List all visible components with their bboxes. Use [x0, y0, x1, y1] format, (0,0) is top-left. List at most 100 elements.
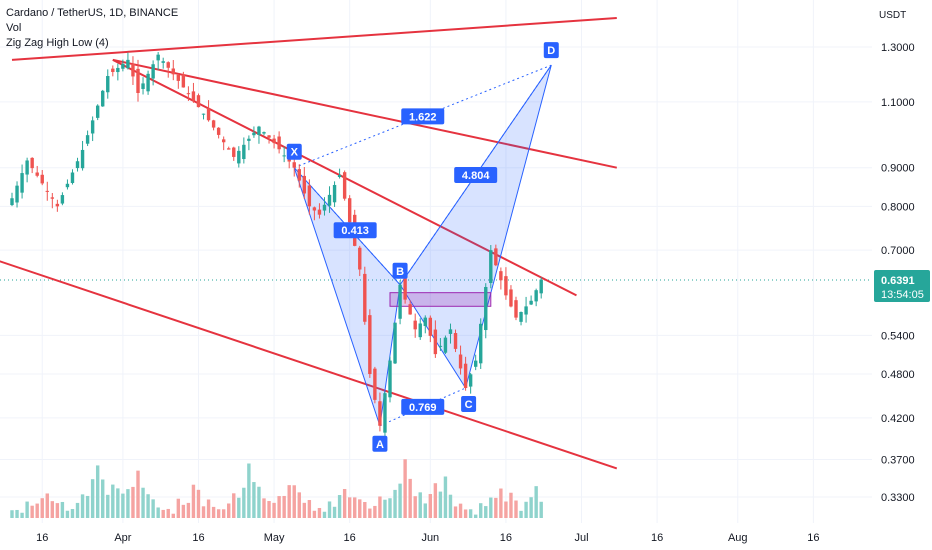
- candle-body: [327, 194, 332, 206]
- volume-bar: [489, 497, 493, 518]
- volume-bar: [95, 465, 100, 518]
- candle-body: [312, 207, 317, 211]
- candle-body: [106, 76, 110, 93]
- volume-bar: [262, 498, 266, 518]
- volume-bar: [247, 463, 251, 518]
- volume-bar: [292, 485, 296, 518]
- candle-body: [267, 135, 271, 138]
- time-axis[interactable]: 16 Apr 16 May 16 Jun 16 Jul 16 Aug 16: [0, 523, 932, 550]
- volume-bar: [181, 504, 186, 518]
- volume-bar: [282, 495, 286, 518]
- volume-bar: [35, 503, 39, 518]
- volume-bar: [111, 484, 115, 518]
- volume-bar: [221, 509, 226, 518]
- price-tick-label: 0.4200: [881, 413, 915, 425]
- volume-bar: [317, 507, 322, 518]
- trendlines[interactable]: [0, 17, 618, 470]
- candle-body: [524, 306, 528, 315]
- ratio-label-bg: [333, 222, 377, 239]
- volume-bar: [307, 500, 312, 518]
- candle-body: [95, 105, 100, 118]
- candle-body: [453, 333, 458, 349]
- point-label-c-bg: [461, 395, 477, 412]
- candle-body: [368, 315, 372, 375]
- time-tick-label: Jun: [421, 532, 439, 544]
- legend-symbol[interactable]: Cardano / TetherUS, 1D, BINANCE: [6, 7, 179, 19]
- volume-bar: [479, 503, 483, 518]
- volume-bar: [131, 486, 135, 518]
- candle-body: [15, 185, 19, 203]
- time-tick-label: 16: [192, 532, 204, 544]
- candle-body: [40, 174, 44, 184]
- candle-body: [111, 68, 115, 72]
- volume-bar: [50, 501, 55, 518]
- volume-bar: [403, 459, 407, 518]
- volume-bar: [242, 487, 246, 518]
- candle-body: [196, 95, 201, 108]
- volume-bar: [448, 494, 453, 518]
- volume-bar: [368, 508, 372, 518]
- volume-bar: [70, 509, 75, 518]
- harmonic-pattern[interactable]: [293, 64, 552, 427]
- volume-bar: [272, 502, 276, 518]
- candle-body: [55, 203, 60, 207]
- trendline: [112, 58, 618, 169]
- volume-bar: [514, 500, 518, 518]
- candle-body: [539, 279, 543, 294]
- candle-body: [413, 320, 417, 330]
- point-label-d: D: [547, 45, 555, 57]
- volume-bar: [166, 508, 170, 518]
- candle-body: [227, 148, 231, 150]
- candle-body: [468, 374, 473, 387]
- candle-body: [337, 175, 342, 178]
- candle-body: [176, 74, 181, 81]
- volume-bar: [358, 499, 362, 518]
- candle-body: [277, 136, 281, 150]
- volume-bar: [312, 510, 317, 518]
- point-label-c: C: [465, 399, 473, 411]
- candle-body: [479, 323, 483, 364]
- time-tick-label: 16: [807, 532, 819, 544]
- pattern-dotted-leg: [294, 64, 552, 169]
- trendline: [0, 260, 618, 470]
- volume-bar: [227, 503, 231, 518]
- candle-body: [514, 300, 518, 318]
- ratio-label: 0.413: [341, 225, 369, 237]
- volume-bar: [267, 501, 271, 518]
- time-axis-bg: [0, 523, 932, 550]
- legend-indicator[interactable]: Zig Zag High Low (4): [6, 37, 109, 49]
- volume-bar: [237, 497, 241, 518]
- volume-bar: [121, 493, 125, 518]
- volume-bar: [126, 489, 130, 518]
- volume-bar: [10, 510, 14, 518]
- volume-bar: [156, 507, 160, 518]
- price-tick-label: 0.3300: [881, 492, 915, 504]
- candle-body: [322, 204, 327, 211]
- candle-body: [216, 127, 221, 135]
- volume-bar: [116, 488, 120, 518]
- volume-bar: [322, 511, 327, 518]
- candle-body: [428, 317, 433, 336]
- volume-bar: [458, 503, 463, 518]
- price-axis[interactable]: USDT 1.3000 1.1000 0.9000 0.8000 0.7000 0.5400…: [872, 0, 932, 550]
- candle-body: [121, 63, 125, 69]
- candle-body: [358, 247, 362, 270]
- volume-bar: [45, 493, 49, 518]
- candle-body: [101, 90, 105, 107]
- candle-body: [363, 273, 367, 322]
- candle-body: [116, 67, 120, 73]
- candle-body: [181, 74, 186, 88]
- candle-body: [398, 284, 402, 319]
- candle-body: [463, 363, 468, 388]
- time-tick-label: Apr: [114, 532, 131, 544]
- volume-bar: [201, 506, 206, 518]
- candle-body: [519, 312, 523, 322]
- volume-bar: [332, 506, 337, 518]
- volume-bar: [342, 488, 347, 518]
- candle-body: [70, 172, 75, 184]
- legend-volume[interactable]: Vol: [6, 22, 22, 34]
- point-label-x-bg: [286, 143, 302, 160]
